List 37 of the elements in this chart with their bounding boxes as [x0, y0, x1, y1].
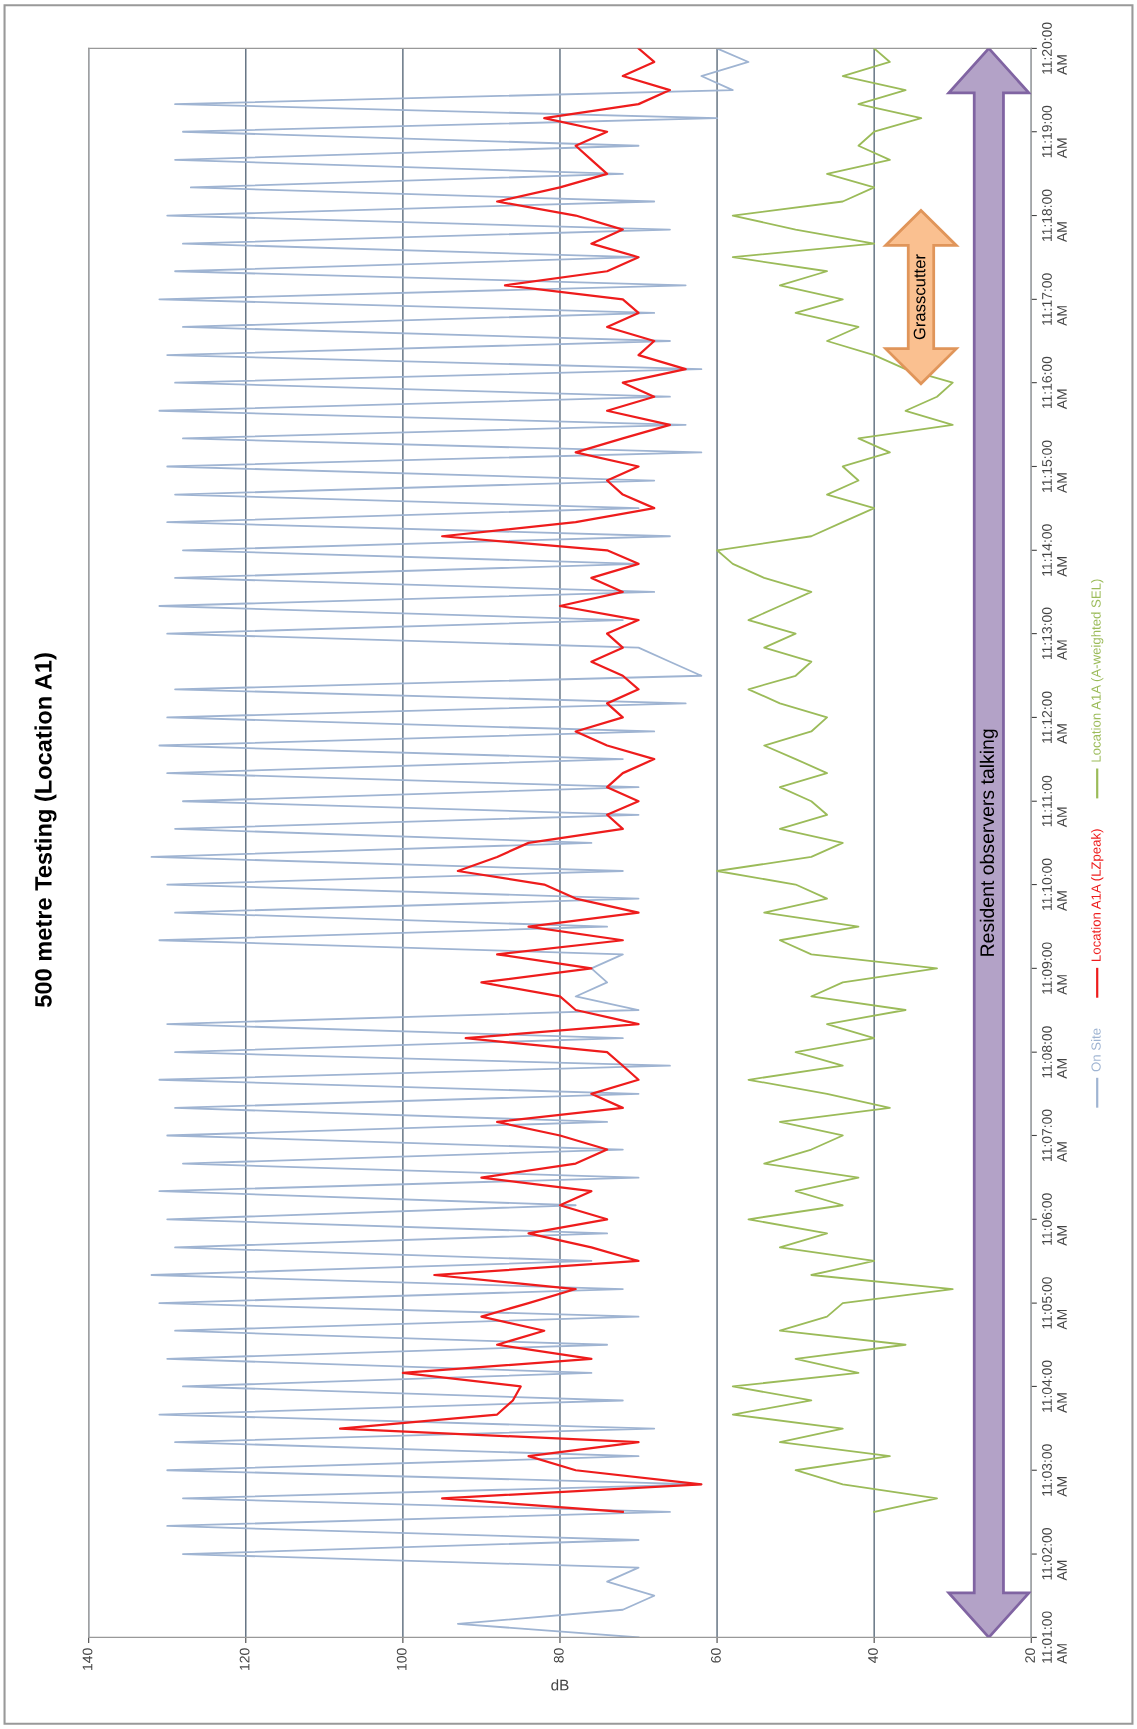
text: Location A1A (A-weighted SEL): [1091, 579, 1104, 762]
x-tick-label: 80: [553, 1648, 564, 1663]
x-tick-label: 140: [82, 1648, 93, 1670]
line-series: [716, 48, 954, 1513]
y-tick-label: 11:06:00 AM: [1042, 1193, 1067, 1246]
y-tick-label: 11:03:00 AM: [1042, 1444, 1067, 1497]
y-tick-label: 11:04:00 AM: [1042, 1360, 1067, 1413]
y-tick-label: 11:01:00 AM: [1042, 1611, 1067, 1664]
y-tick-label: 11:18:00 AM: [1042, 189, 1067, 243]
y-tick-label: 11:05:00 AM: [1042, 1277, 1067, 1330]
x-tick-label: 100: [396, 1648, 407, 1670]
y-tick-label: 11:07:00 AM: [1042, 1109, 1067, 1162]
y-tick-label: 11:10:00 AM: [1042, 858, 1067, 912]
y-tick-label: 11:20:00 AM: [1042, 22, 1067, 75]
annotation: Grasscutter: [913, 254, 926, 340]
text: 500 metre Testing (Location A1): [34, 653, 57, 1007]
y-tick-label: 11:17:00 AM: [1042, 273, 1067, 326]
text: Location A1A (LZpeak): [1091, 829, 1104, 961]
y-tick-label: 11:09:00 AM: [1042, 942, 1067, 995]
x-axis-title: dB: [551, 1679, 569, 1691]
x-tick-label: 20: [1025, 1648, 1035, 1663]
line-series: [150, 48, 750, 1638]
y-tick-label: 11:19:00 AM: [1042, 105, 1067, 159]
line-series: [338, 48, 703, 1513]
y-tick-label: 11:08:00 AM: [1042, 1026, 1067, 1079]
y-tick-label: 11:14:00 AM: [1042, 524, 1067, 577]
y-tick-label: 11:16:00 AM: [1042, 356, 1067, 410]
annotation: Resident observers talking: [979, 729, 998, 956]
text: On Site: [1091, 1028, 1101, 1072]
y-tick-label: 11:13:00 AM: [1042, 607, 1067, 661]
y-tick-label: 11:11:00 AM: [1042, 775, 1067, 828]
x-tick-label: 120: [239, 1648, 250, 1670]
x-tick-label: 60: [710, 1648, 721, 1663]
x-tick-label: 40: [868, 1648, 878, 1663]
y-tick-label: 11:02:00 AM: [1042, 1528, 1067, 1581]
y-tick-label: 11:12:00 AM: [1042, 691, 1067, 744]
y-tick-label: 11:15:00 AM: [1042, 440, 1067, 493]
